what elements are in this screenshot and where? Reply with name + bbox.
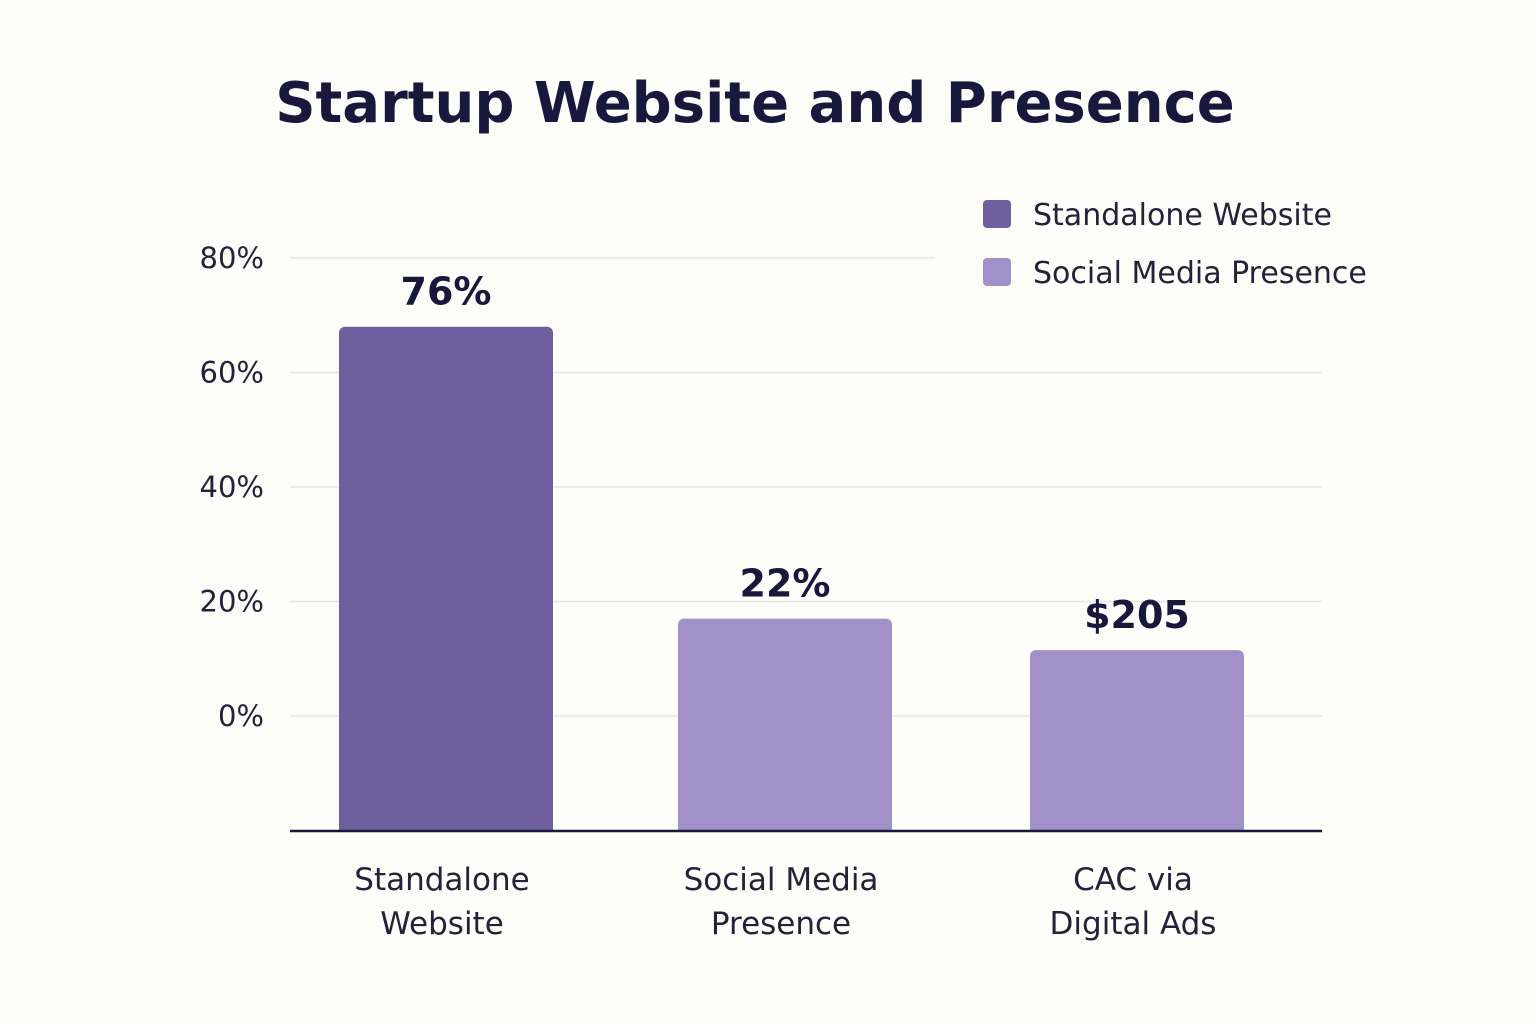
legend-label: Standalone Website <box>1033 198 1332 233</box>
y-tick-label: 40% <box>200 470 264 504</box>
data-labels: 76% 22% $205 <box>401 270 1190 637</box>
data-label: 22% <box>740 562 831 606</box>
chart-title: Startup Website and Presence <box>275 71 1235 136</box>
bar-base <box>339 823 553 831</box>
bar <box>1030 650 1244 831</box>
y-tick-label: 60% <box>200 356 264 390</box>
x-tick-label: CAC via Digital Ads <box>1050 862 1217 942</box>
data-label: $205 <box>1084 593 1190 637</box>
bar <box>339 326 553 831</box>
x-tick-label: Social Media Presence <box>684 862 879 942</box>
x-tick-label: Standalone Website <box>354 862 529 942</box>
y-tick-label: 80% <box>200 241 264 275</box>
bar <box>678 618 892 831</box>
y-tick-label: 0% <box>218 699 264 733</box>
legend-swatch <box>983 200 1011 228</box>
legend: Standalone Website Social Media Presence <box>983 198 1367 291</box>
data-label: 76% <box>401 270 492 314</box>
bars <box>339 326 1244 831</box>
x-axis-categories: Standalone Website Social Media Presence CAC… <box>354 862 1216 942</box>
legend-label: Social Media Presence <box>1033 256 1367 291</box>
y-axis-ticks: 0% 20% 40% 60% 80% <box>200 241 264 733</box>
y-tick-label: 20% <box>200 585 264 619</box>
bar-base <box>678 823 892 831</box>
legend-swatch <box>983 258 1011 286</box>
bar-base <box>1030 823 1244 831</box>
